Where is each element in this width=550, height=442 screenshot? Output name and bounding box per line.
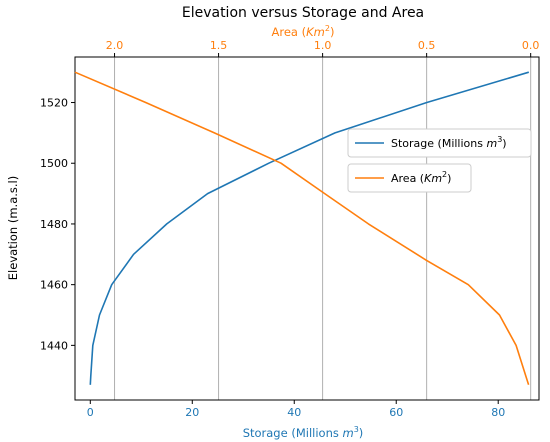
legend-area-box [347, 163, 472, 193]
top-tick-label: 1.0 [314, 39, 332, 52]
area-series-line [74, 71, 530, 386]
top-tick-label: 1.5 [210, 39, 228, 52]
legend-area-label: Area (Km2) [391, 170, 451, 185]
legend-storage-label: Storage (Millions m3) [391, 135, 507, 150]
top-tick-label: 2.0 [106, 39, 124, 52]
top-tick-label: 0.0 [522, 39, 540, 52]
legend-storage-box [347, 128, 532, 158]
bottom-tick-label: 0 [87, 406, 94, 419]
y-tick-label: 1500 [40, 157, 68, 170]
top-tick-label: 0.5 [418, 39, 436, 52]
top-axis-label: Area (Km2) [272, 24, 335, 39]
top-axis: 2.0 1.5 1.0 0.5 0.0 [106, 39, 540, 57]
legend-area: Area (Km2) [347, 163, 472, 193]
y-tick-label: 1520 [40, 97, 68, 110]
bottom-tick-label: 60 [389, 406, 403, 419]
bottom-tick-label: 40 [287, 406, 301, 419]
y-tick-label: 1460 [40, 279, 68, 292]
y-tick-label: 1480 [40, 218, 68, 231]
plot-area [74, 56, 540, 401]
y-tick-label: 1440 [40, 339, 68, 352]
bottom-tick-label: 80 [491, 406, 505, 419]
bottom-axis: 0 20 40 60 80 [87, 400, 505, 419]
storage-series-line [89, 71, 530, 385]
y-axis-label: Elevation (m.a.s.l) [6, 176, 20, 280]
legend-storage: Storage (Millions m3) [347, 128, 532, 158]
bottom-tick-label: 20 [185, 406, 199, 419]
chart-title: Elevation versus Storage and Area [182, 5, 424, 21]
series-layer [74, 71, 530, 386]
grid [114, 57, 532, 400]
left-axis: 1440 1460 1480 1500 1520 [40, 97, 75, 352]
bottom-axis-label: Storage (Millions m3) [243, 425, 364, 440]
